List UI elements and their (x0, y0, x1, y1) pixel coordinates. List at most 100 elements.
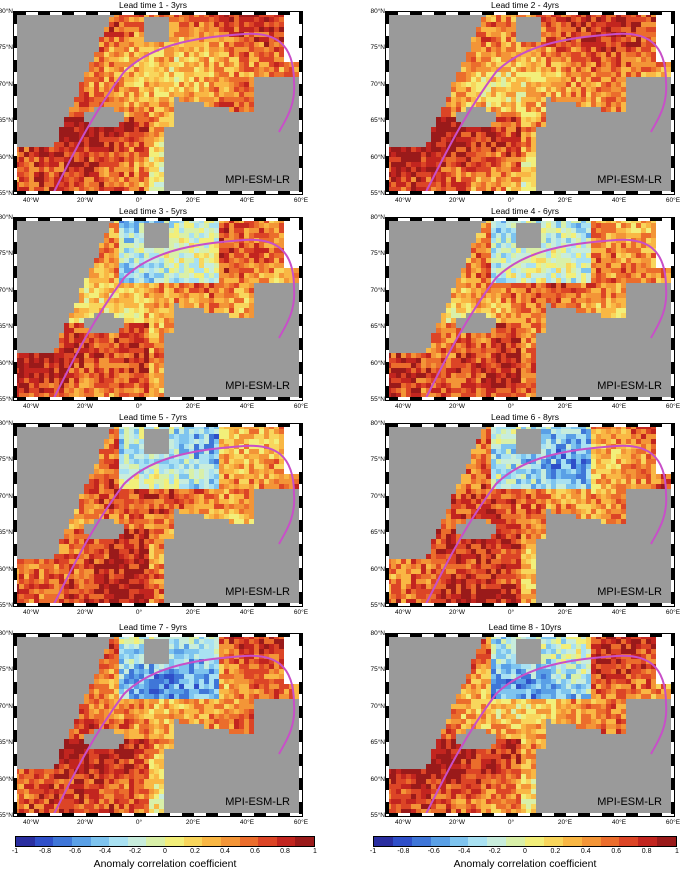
latitude-label: 55°N (0, 602, 13, 609)
longitude-label: 20°W (449, 197, 465, 204)
map-frame (386, 424, 389, 606)
map-frame (386, 813, 674, 816)
sea-ice-edge-line (425, 32, 668, 193)
model-label: MPI-ESM-LR (225, 380, 290, 392)
colorbar-tick-label: 0.6 (611, 848, 622, 855)
colorbar-tick-label: 0 (163, 848, 167, 855)
longitude-label: 20°W (77, 403, 93, 410)
map-frame (386, 603, 674, 606)
longitude-label: 40°W (395, 197, 411, 204)
latitude-label: 55°N (370, 396, 385, 403)
latitude-label: 65°N (370, 323, 385, 331)
colorbar-swatch (202, 837, 221, 846)
latitude-label: 80°N (370, 420, 385, 427)
colorbar-swatch (109, 837, 128, 846)
latitude-label: 80°N (370, 630, 385, 637)
colorbar-swatch (449, 837, 469, 846)
latitude-label: 60°N (0, 775, 13, 783)
latitude-label: 55°N (370, 602, 385, 609)
map-frame (386, 397, 674, 400)
map-frame (386, 424, 674, 427)
longitude-label: 40°W (23, 197, 39, 204)
correlation-map: MPI-ESM-LR (13, 423, 303, 607)
longitude-label: 20°W (77, 819, 93, 826)
panel-title: Lead time 5 - 7yrs (118, 412, 188, 422)
map-frame (386, 634, 389, 816)
correlation-field (386, 12, 674, 194)
map-panel-4: Lead time 4 - 6yrs MPI-ESM-LR 80°N 75°N 70… (370, 206, 680, 420)
colorbar-label: Anomaly correlation coefficient (453, 858, 597, 870)
colorbar-swatch (127, 837, 147, 846)
map-frame (14, 397, 302, 400)
latitude-label: 65°N (0, 323, 13, 331)
model-label: MPI-ESM-LR (225, 586, 290, 598)
colorbar-swatch (220, 837, 240, 846)
map-frame (671, 424, 674, 606)
colorbar-tick-label: 1 (313, 848, 317, 855)
latitude-label: 70°N (370, 492, 385, 500)
map-frame (14, 191, 302, 194)
colorbar-swatch (34, 837, 54, 846)
map-frame (386, 12, 389, 194)
colorbar-tick-label: 0.4 (220, 848, 230, 855)
latitude-label: 75°N (0, 44, 13, 52)
longitude-label: 20°W (77, 609, 93, 616)
sea-ice-edge-line (425, 654, 668, 815)
colorbar-swatch (90, 837, 110, 846)
colorbar-swatch (53, 837, 72, 846)
longitude-label: 40°W (23, 819, 39, 826)
longitude-label: 40°W (23, 403, 39, 410)
colorbar-swatch (562, 837, 582, 846)
colorbar-swatch (468, 837, 488, 846)
model-label: MPI-ESM-LR (597, 796, 662, 808)
correlation-field (386, 634, 674, 816)
correlation-map: MPI-ESM-LR (385, 217, 675, 401)
map-panel-3: Lead time 3 - 5yrs MPI-ESM-LR 80°N 75°N 70… (0, 206, 308, 420)
colorbar-tick-label: 0.8 (641, 848, 652, 855)
model-label: MPI-ESM-LR (225, 796, 290, 808)
map-panel-7: Lead time 7 - 9yrs MPI-ESM-LR 80°N 75°N 70… (0, 622, 308, 836)
colorbar-swatch (392, 837, 412, 846)
map-frame (14, 218, 17, 400)
latitude-label: 55°N (0, 396, 13, 403)
colorbar-tick-label: -0.2 (488, 848, 501, 855)
latitude-label: 55°N (370, 812, 385, 819)
longitude-label: 20°E (557, 403, 573, 410)
correlation-map: MPI-ESM-LR (13, 11, 303, 195)
colorbar-tick-label: 0 (523, 848, 527, 855)
correlation-map: MPI-ESM-LR (13, 217, 303, 401)
longitude-label: 60°E (293, 197, 309, 204)
map-panel-5: Lead time 5 - 7yrs MPI-ESM-LR 80°N 75°N 70… (0, 412, 308, 626)
map-frame (14, 813, 302, 816)
colorbar-tick-label: -0.6 (68, 848, 82, 855)
correlation-map: MPI-ESM-LR (385, 11, 675, 195)
colorbar-swatch (165, 837, 184, 846)
map-frame (14, 218, 302, 221)
longitude-label: 20°W (449, 403, 465, 410)
longitude-label: 40°E (239, 403, 255, 410)
longitude-label: 40°W (395, 819, 411, 826)
longitude-label: 0° (507, 609, 515, 616)
panel-title: Lead time 6 - 8yrs (490, 412, 560, 422)
latitude-label: 75°N (370, 44, 385, 52)
correlation-field (386, 424, 674, 606)
longitude-label: 20°E (185, 403, 201, 410)
latitude-label: 70°N (370, 286, 385, 294)
map-frame (14, 634, 17, 816)
latitude-label: 75°N (370, 666, 385, 674)
longitude-label: 60°E (293, 609, 309, 616)
latitude-label: 60°N (370, 359, 385, 367)
colorbar-label: Anomaly correlation coefficient (93, 858, 237, 870)
colorbar-tick-label: -0.8 (38, 848, 52, 855)
sea-ice-edge-line (425, 238, 668, 399)
colorbar-swatch (487, 837, 507, 846)
model-label: MPI-ESM-LR (225, 174, 290, 186)
longitude-label: 20°E (557, 609, 573, 616)
model-label: MPI-ESM-LR (597, 174, 662, 186)
latitude-label: 60°N (370, 565, 385, 573)
map-frame (299, 12, 302, 194)
longitude-label: 40°E (239, 609, 255, 616)
colorbar-swatch (16, 837, 35, 846)
map-panel-8: Lead time 8 - 10yrs MPI-ESM-LR 80°N 75°N 7… (370, 622, 680, 836)
longitude-label: 60°E (293, 403, 309, 410)
